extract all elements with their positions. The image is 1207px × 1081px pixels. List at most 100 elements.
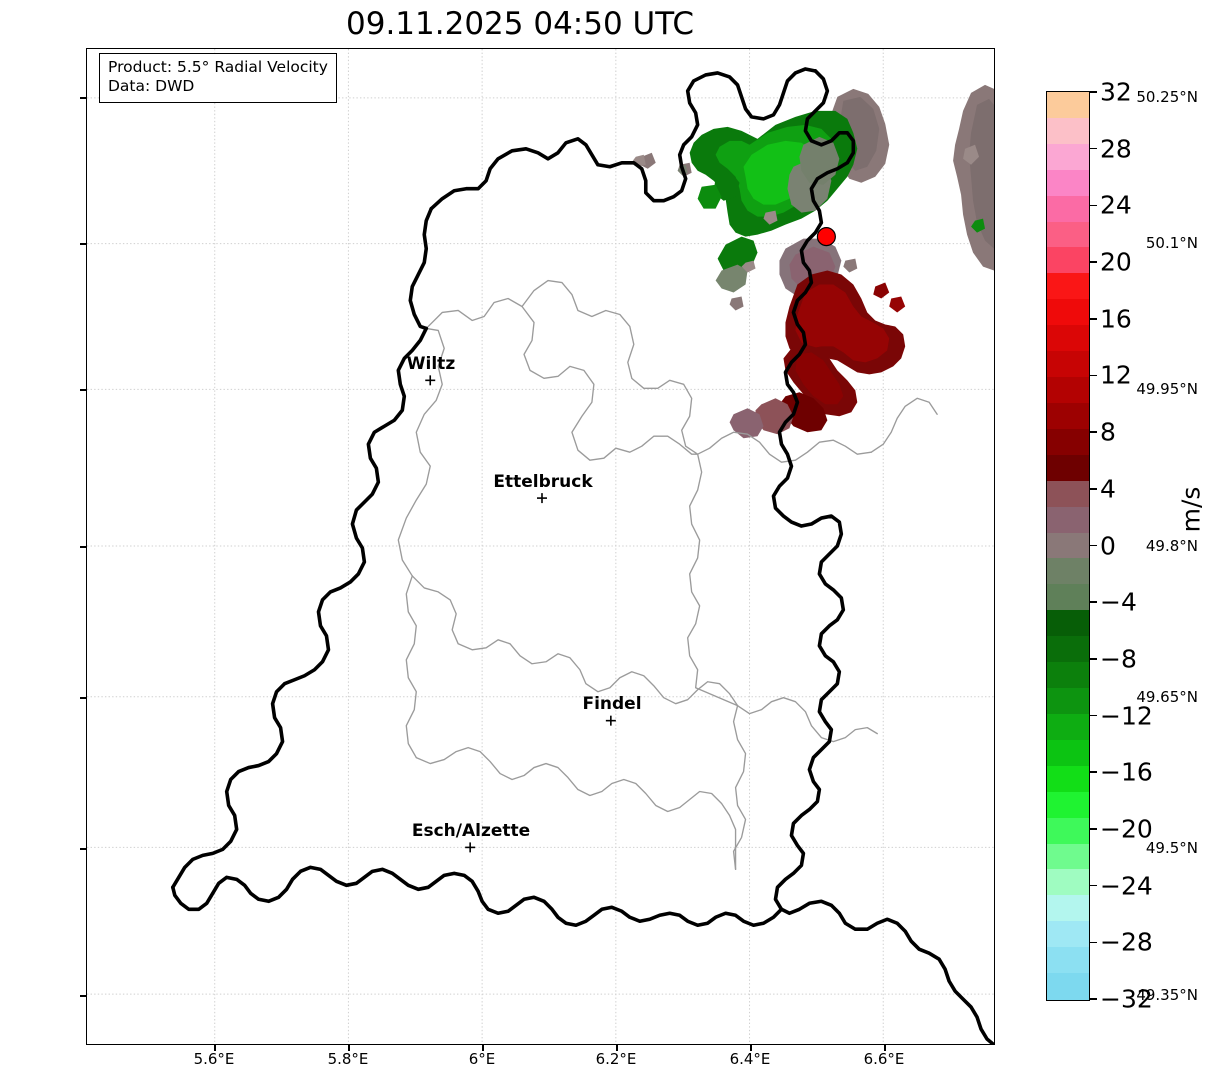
colorbar-band <box>1047 843 1089 870</box>
y-axis-tick-label: 50.1°N <box>1145 234 1198 252</box>
echo-gray-speck-3 <box>843 258 858 273</box>
country-border-luxembourg <box>171 67 994 1044</box>
echo-east-gray-band2 <box>969 98 994 249</box>
colorbar-tick-label: 24 <box>1100 190 1132 220</box>
colorbar-tickmark <box>1090 998 1097 1000</box>
colorbar-tick-label: 8 <box>1100 417 1116 447</box>
colorbar-band <box>1047 688 1089 715</box>
colorbar-band <box>1047 532 1089 560</box>
colorbar <box>1046 91 1090 1001</box>
colorbar-band <box>1047 117 1089 145</box>
colorbar-tickmark <box>1090 771 1097 774</box>
x-axis-tick-label: 6.4°E <box>729 1050 771 1068</box>
colorbar-band <box>1047 169 1089 197</box>
echo-speck-d <box>741 260 756 273</box>
x-tickmark <box>214 1045 216 1051</box>
city-marker-ettelbruck <box>537 493 547 504</box>
map-canvas <box>87 49 994 1044</box>
echo-speck-e <box>729 296 744 311</box>
gridlines <box>87 49 994 1044</box>
product-info-box: Product: 5.5° Radial Velocity Data: DWD <box>99 53 337 103</box>
colorbar-tickmark <box>1090 147 1097 150</box>
y-tickmark <box>80 389 86 391</box>
colorbar-tickmark <box>1090 884 1097 887</box>
echo-green-speckle-1 <box>713 172 740 201</box>
echo-green-gray-tail <box>715 264 748 293</box>
canton-boundaries <box>397 279 938 871</box>
colorbar-band <box>1047 662 1089 689</box>
colorbar-band <box>1047 143 1089 171</box>
colorbar-tickmark <box>1090 374 1097 377</box>
echo-darkred-speck-1 <box>873 282 890 299</box>
colorbar-band <box>1047 817 1089 845</box>
echo-green-speckle-2 <box>697 184 722 209</box>
colorbar-band <box>1047 636 1089 663</box>
colorbar-band <box>1047 921 1089 948</box>
colorbar-tickmark <box>1090 544 1097 547</box>
city-marker-findel <box>605 715 616 726</box>
x-tickmark <box>348 1045 350 1051</box>
y-tickmark <box>80 546 86 548</box>
colorbar-tick-label: −12 <box>1100 701 1153 731</box>
colorbar-tickmark <box>1090 261 1097 263</box>
colorbar-tickmark <box>1090 658 1097 660</box>
colorbar-tick-label: 0 <box>1100 531 1116 560</box>
echo-darkred-lower2 <box>795 352 844 405</box>
colorbar-tick-label: 28 <box>1100 134 1132 164</box>
y-axis-tick-label: 50.25°N <box>1136 88 1198 106</box>
y-axis-tick-label: 49.8°N <box>1145 537 1198 555</box>
colorbar-band <box>1047 377 1089 404</box>
colorbar-tick-label: −32 <box>1100 984 1153 1014</box>
x-tickmark <box>884 1045 886 1051</box>
x-axis-tick-label: 6°E <box>468 1050 496 1068</box>
y-axis-tick-label: 49.5°N <box>1145 839 1198 857</box>
colorbar-tick-label: 16 <box>1100 304 1132 334</box>
colorbar-tickmark <box>1090 601 1097 603</box>
colorbar-tickmark <box>1090 91 1097 93</box>
product-line: Product: 5.5° Radial Velocity <box>108 58 328 76</box>
city-markers <box>425 375 616 853</box>
colorbar-band <box>1047 869 1089 896</box>
figure-title: 09.11.2025 04:50 UTC <box>346 6 694 42</box>
x-axis-tick-label: 5.6°E <box>193 1050 235 1068</box>
colorbar-band <box>1047 791 1089 819</box>
colorbar-band <box>1047 895 1089 922</box>
colorbar-tickmark <box>1090 317 1097 320</box>
colorbar-tick-label: −4 <box>1100 587 1137 617</box>
echo-speck-c <box>763 210 778 225</box>
x-tickmark <box>750 1045 752 1051</box>
colorbar-band <box>1047 480 1089 508</box>
colorbar-band <box>1047 428 1089 456</box>
y-tickmark <box>80 697 86 699</box>
x-tickmark <box>482 1045 484 1051</box>
colorbar-tickmark <box>1090 828 1097 830</box>
colorbar-band <box>1047 195 1089 223</box>
city-marker-esch <box>465 842 476 853</box>
colorbar-band <box>1047 351 1089 378</box>
colorbar-band <box>1047 610 1089 637</box>
colorbar-tick-label: −16 <box>1100 757 1153 787</box>
y-axis-tick-label: 49.95°N <box>1136 380 1198 398</box>
colorbar-band <box>1047 558 1089 585</box>
echo-east-green-speck <box>971 218 986 233</box>
colorbar-band <box>1047 273 1089 300</box>
colorbar-tick-label: −24 <box>1100 871 1153 901</box>
map-axes[interactable]: Wiltz Ettelbruck Findel Esch/Alzette Pro… <box>86 48 995 1045</box>
colorbar-tick-label: 4 <box>1100 474 1116 504</box>
data-source-line: Data: DWD <box>108 77 195 96</box>
colorbar-band <box>1047 947 1089 974</box>
city-marker-wiltz <box>425 375 436 386</box>
colorbar-band <box>1047 92 1089 119</box>
colorbar-band <box>1047 325 1089 352</box>
colorbar-band <box>1047 765 1089 793</box>
x-axis-tick-label: 5.8°E <box>327 1050 369 1068</box>
colorbar-band <box>1047 973 1089 1000</box>
colorbar-unit-label: m/s <box>1176 486 1206 533</box>
colorbar-tick-label: 12 <box>1100 360 1132 390</box>
colorbar-tick-label: 32 <box>1100 77 1132 107</box>
colorbar-band <box>1047 506 1089 534</box>
colorbar-tickmark <box>1090 431 1097 433</box>
colorbar-band <box>1047 299 1089 326</box>
echo-darkred-core <box>795 284 890 363</box>
